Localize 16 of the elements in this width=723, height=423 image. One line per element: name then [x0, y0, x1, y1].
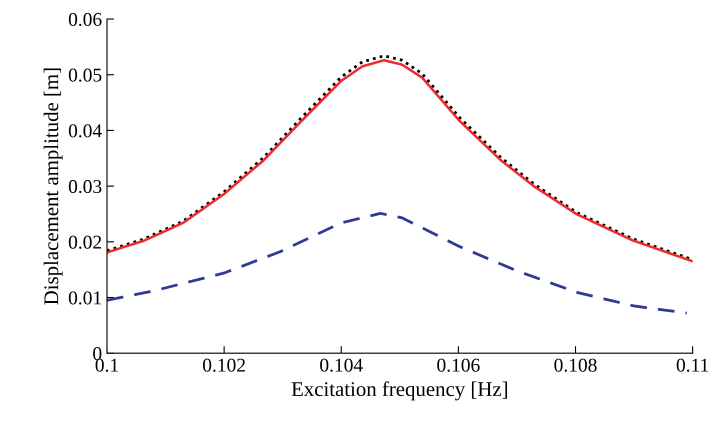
y-tick-label: 0.02	[68, 236, 102, 249]
y-axis-title: Displacement amplitude [m]	[44, 68, 63, 305]
x-tick-label: 0.102	[202, 358, 245, 372]
line-series	[107, 212, 688, 314]
x-tick-label: 0.104	[320, 358, 363, 372]
y-tick-label: 0.01	[68, 291, 101, 305]
y-tick-label: 0.06	[68, 12, 102, 26]
y-tick-label: 0.03	[68, 180, 102, 194]
x-tick-label: 0.108	[554, 358, 597, 372]
x-tick-label: 0.106	[437, 358, 480, 372]
y-tick-label: 0.04	[68, 124, 102, 138]
x-tick-label: 0.1	[96, 358, 118, 372]
y-tick-label: 0	[93, 347, 102, 360]
x-tick-label: 0.11	[676, 358, 708, 372]
x-axis-title: Excitation frequency [Hz]	[292, 381, 508, 400]
y-tick-label: 0.05	[68, 68, 102, 82]
